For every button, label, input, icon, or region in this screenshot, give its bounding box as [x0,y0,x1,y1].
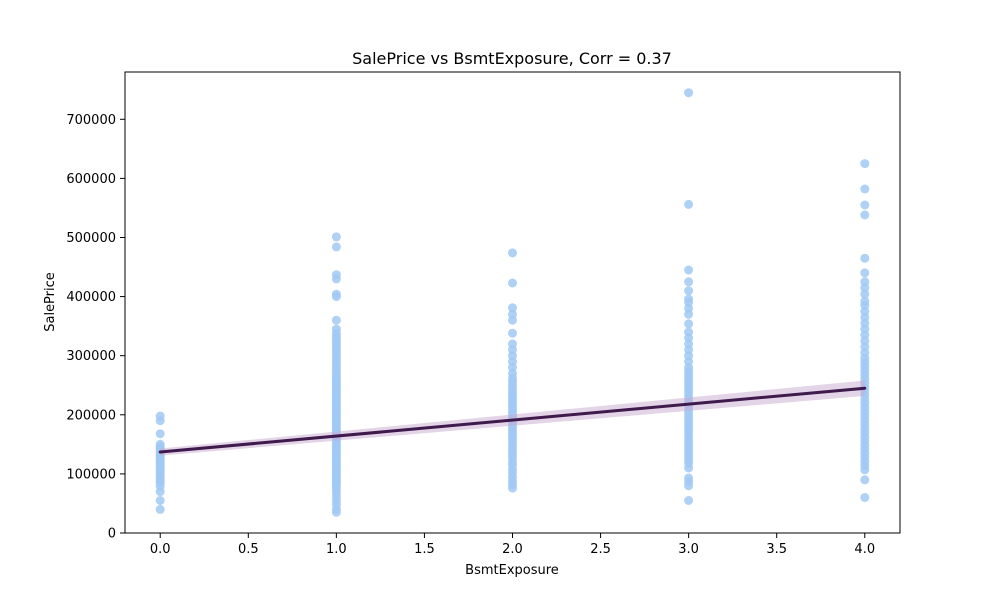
data-point [508,303,517,313]
data-point [155,439,165,449]
chart-title: SalePrice vs BsmtExposure, Corr = 0.37 [352,49,672,68]
data-point [860,200,870,210]
data-point [684,294,694,304]
data-point [684,286,694,296]
y-tick-label: 100000 [66,467,116,482]
data-point [155,411,165,421]
x-tick-label: 2.5 [590,542,611,557]
data-point [331,232,341,242]
data-point [860,253,870,263]
y-axis-ticks: 0 100000 200000 300000 400000 500000 600000 700… [66,113,125,542]
data-point [508,309,517,319]
y-tick-label: 500000 [66,231,116,246]
data-point [331,270,341,280]
data-point [860,210,870,220]
data-point [684,473,694,483]
data-point [331,315,341,325]
x-tick-label: 0.0 [150,542,171,557]
data-point [684,496,694,505]
y-tick-label: 700000 [66,113,116,128]
data-point [508,248,517,258]
data-point [860,277,870,287]
data-point [860,493,870,502]
data-point [155,504,165,514]
data-point [684,88,694,98]
x-tick-label: 4.0 [854,542,875,557]
data-point [155,496,165,505]
y-tick-label: 600000 [66,172,116,187]
regression-line-layer [158,386,867,454]
x-axis-label: BsmtExposure [465,563,559,578]
x-tick-label: 1.5 [414,542,435,557]
data-point [684,277,694,287]
y-tick-label: 300000 [66,349,116,364]
x-tick-label: 0.5 [238,542,259,557]
x-tick-label: 3.0 [678,542,699,557]
data-point [860,289,870,299]
x-tick-label: 3.5 [766,542,787,557]
data-point [684,265,694,275]
data-point [508,339,517,349]
data-point [860,475,870,485]
data-point [860,184,870,194]
y-axis-label: SalePrice [43,272,58,332]
x-tick-label: 2.0 [502,542,523,557]
y-tick-label: 0 [108,527,116,542]
x-axis-ticks: 0.0 0.5 1.0 1.5 2.0 2.5 3.0 3.5 4.0 [150,533,875,557]
data-point [684,319,694,329]
y-tick-label: 200000 [66,408,116,423]
data-point [684,327,694,337]
data-point [860,296,870,306]
data-point [508,278,517,288]
x-tick-label: 1.0 [326,542,347,557]
data-point [684,199,694,209]
points-layer [155,88,870,517]
data-point [331,324,341,334]
data-point [155,429,165,439]
data-point [860,268,870,278]
data-point [331,242,341,252]
data-point [860,159,870,169]
data-point [331,289,341,299]
regression-line [158,386,867,454]
data-point [508,328,517,338]
y-tick-label: 400000 [66,290,116,305]
